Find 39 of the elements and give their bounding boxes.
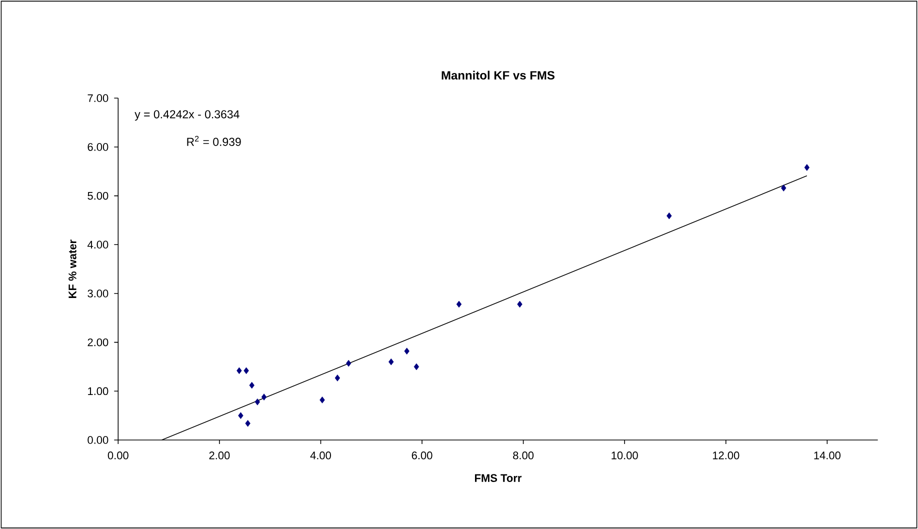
point [404, 348, 410, 354]
point [244, 367, 249, 374]
x-tick-label: 4.00 [310, 451, 331, 460]
point [517, 300, 522, 308]
point [254, 398, 260, 406]
y-tick-label: 4.00 [87, 240, 108, 248]
y-tick-label: 3.00 [88, 290, 108, 298]
x-tick-label: 6.00 [412, 451, 432, 460]
point [238, 412, 244, 419]
point [320, 396, 325, 404]
point [249, 382, 254, 389]
y-tick-label: 7.00 [88, 94, 108, 102]
point [388, 358, 394, 366]
point [245, 420, 250, 427]
point [456, 300, 462, 308]
x-axis-title: FMS Torr [475, 474, 522, 482]
annotation: R$^{2}$ = 0.939 [187, 136, 241, 146]
y-tick-label: 5.00 [88, 192, 108, 200]
x-tick-label: 2.00 [209, 451, 230, 460]
chart-title: Mannitol KF vs FMS [442, 70, 554, 80]
point [236, 367, 242, 374]
point [666, 212, 672, 220]
x-tick-label: 8.00 [513, 451, 534, 460]
point [804, 164, 810, 171]
point [781, 184, 786, 192]
annotation: y = 0.4242x - 0.3634 [134, 110, 240, 121]
y-axis-title: KF % water [68, 240, 76, 298]
y-tick-label: 6.00 [88, 143, 108, 151]
x-tick-label: 0.00 [108, 451, 128, 460]
x-tick-label: 14.00 [814, 451, 840, 460]
point [334, 374, 340, 382]
point [414, 363, 420, 370]
point [346, 360, 352, 367]
point [261, 394, 267, 400]
y-tick-label: 1.00 [88, 387, 108, 395]
y-tick-label: 0.00 [88, 436, 108, 444]
x-tick-label: 12.00 [712, 451, 740, 460]
y-tick-label: 2.00 [88, 338, 108, 346]
x-tick-label: 10.00 [612, 451, 638, 460]
